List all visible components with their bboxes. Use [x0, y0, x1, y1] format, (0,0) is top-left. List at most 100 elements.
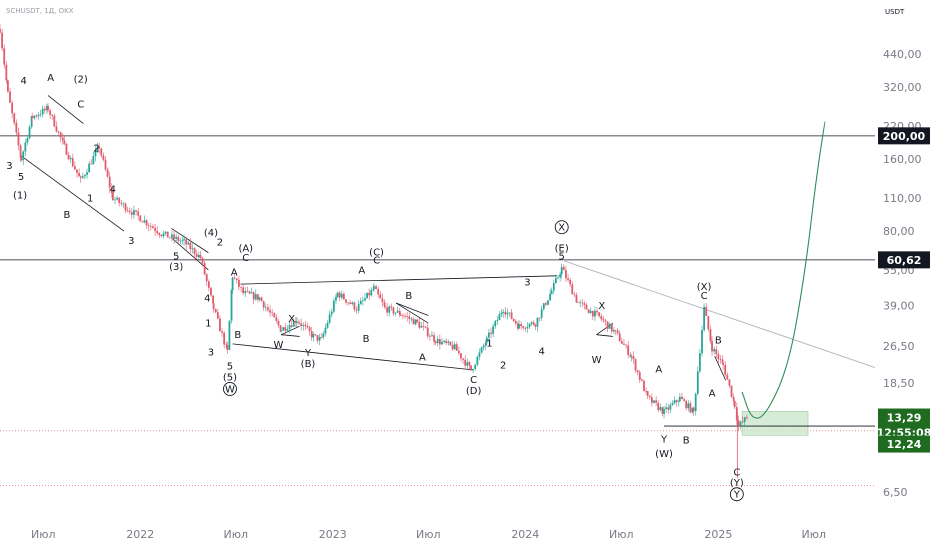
- candle-body: [116, 197, 118, 200]
- candle-body: [557, 277, 559, 279]
- candle-body: [81, 176, 84, 178]
- wave-label: 1: [205, 319, 211, 330]
- candle-body: [41, 108, 44, 115]
- candle-body: [694, 393, 697, 412]
- candle-body: [630, 355, 633, 357]
- candle-body: [63, 140, 66, 144]
- level-tag: 60,62: [878, 251, 930, 269]
- candle-body: [216, 312, 219, 319]
- wave-label: (2): [74, 75, 88, 86]
- wave-label: Y: [660, 435, 668, 446]
- candle-body: [133, 210, 135, 215]
- candle-body: [484, 342, 487, 346]
- candle-body: [600, 316, 603, 320]
- candle-body: [20, 157, 22, 161]
- candle-body: [152, 226, 154, 229]
- wave-label: 5: [173, 251, 179, 262]
- level-tag-bg: [878, 127, 930, 145]
- pattern-trendline: [47, 95, 84, 124]
- candle-body: [235, 278, 238, 280]
- wave-label: 2: [93, 143, 99, 154]
- wave-label: 5: [227, 362, 233, 373]
- candle-body: [46, 105, 48, 111]
- wave-label: B: [64, 210, 71, 221]
- candle-body: [126, 210, 129, 212]
- candle-body: [135, 210, 137, 212]
- candle-body: [96, 146, 99, 151]
- candle-body: [53, 115, 56, 127]
- candle-body: [193, 248, 196, 255]
- candle-body: [294, 320, 297, 323]
- candle-body: [598, 312, 601, 317]
- candle-body: [181, 240, 184, 241]
- candle-body: [577, 302, 579, 303]
- pattern-trendline: [596, 334, 613, 337]
- candle-body: [275, 317, 278, 321]
- candle-body: [296, 321, 298, 323]
- candle-body: [364, 298, 366, 301]
- candle-body: [336, 292, 339, 297]
- candle-body: [149, 226, 152, 227]
- candle-body: [730, 385, 733, 398]
- candle-body: [345, 299, 347, 303]
- candle-body: [73, 166, 76, 170]
- candle-body: [445, 340, 448, 343]
- candle-body: [500, 312, 503, 315]
- candle-body: [528, 323, 531, 327]
- candle-body: [629, 354, 632, 357]
- candle-body: [512, 318, 515, 321]
- candle-body: [653, 400, 655, 403]
- candle-body: [238, 279, 240, 287]
- candle-body: [468, 362, 471, 366]
- candle-body: [5, 64, 8, 81]
- candle-body: [306, 326, 309, 328]
- candle-body: [657, 402, 660, 411]
- pattern-trendline: [171, 228, 209, 253]
- candle-body: [482, 345, 485, 348]
- candle-body: [696, 371, 699, 394]
- candle-body: [692, 407, 695, 412]
- candle-body: [447, 341, 450, 343]
- candle-body: [616, 330, 619, 334]
- candle-body: [627, 345, 630, 355]
- currency-label: USDT: [885, 8, 905, 16]
- pattern-trendline: [232, 343, 474, 371]
- candle-body: [677, 401, 680, 402]
- candle-body: [583, 303, 586, 305]
- candle-body: [436, 339, 439, 344]
- candle-body: [713, 349, 716, 352]
- candle-body: [110, 187, 113, 194]
- candle-body: [506, 312, 509, 315]
- candle-body: [701, 330, 703, 354]
- wave-label-circle: [729, 487, 744, 502]
- candle-body: [614, 330, 617, 331]
- wave-label: 3: [128, 236, 134, 247]
- candle-body: [318, 337, 321, 341]
- candle-body: [353, 302, 356, 310]
- candle-body: [625, 344, 627, 346]
- candle-body: [502, 311, 505, 313]
- candle-body: [13, 113, 16, 123]
- candle-body: [351, 302, 354, 305]
- candle-body: [661, 407, 664, 414]
- pattern-trendline: [281, 334, 300, 337]
- candle-body: [92, 156, 95, 165]
- candle-body: [47, 105, 49, 111]
- y-tick-label: 80,00: [883, 225, 915, 238]
- wave-label: (4): [204, 228, 218, 239]
- support-tag-text: 12,24: [887, 438, 922, 451]
- candle-body: [223, 332, 226, 345]
- candle-body: [443, 340, 445, 342]
- candle-body: [324, 327, 327, 334]
- candle-body: [175, 236, 178, 239]
- candle-body: [406, 316, 409, 317]
- projection-layer: [741, 121, 826, 419]
- candle-body: [158, 233, 161, 235]
- candle-body: [698, 353, 701, 372]
- wave-label: 4: [204, 293, 210, 304]
- candle-body: [111, 193, 114, 201]
- candle-body: [102, 155, 105, 160]
- candle-body: [412, 318, 415, 325]
- pattern-trendline: [714, 355, 727, 381]
